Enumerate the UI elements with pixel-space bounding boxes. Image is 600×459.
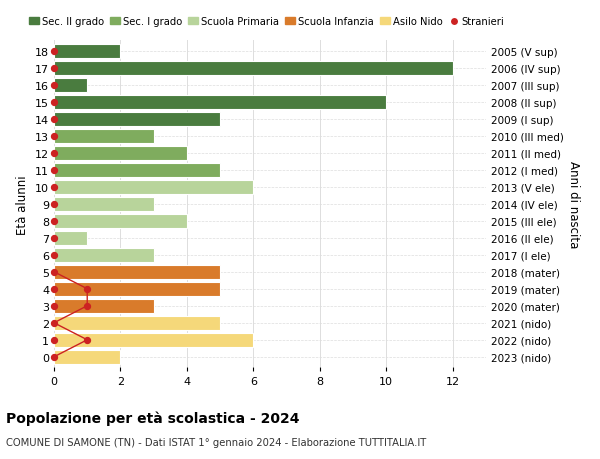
Bar <box>54 214 187 228</box>
Bar <box>54 45 121 58</box>
Bar <box>54 333 253 347</box>
Point <box>49 285 59 293</box>
Point <box>49 167 59 174</box>
Point <box>49 150 59 157</box>
Point <box>49 319 59 327</box>
Text: Popolazione per età scolastica - 2024: Popolazione per età scolastica - 2024 <box>6 411 299 425</box>
Point <box>49 336 59 344</box>
Point <box>82 336 92 344</box>
Bar <box>54 231 87 245</box>
Text: COMUNE DI SAMONE (TN) - Dati ISTAT 1° gennaio 2024 - Elaborazione TUTTITALIA.IT: COMUNE DI SAMONE (TN) - Dati ISTAT 1° ge… <box>6 437 426 447</box>
Bar <box>54 146 187 160</box>
Bar <box>54 163 220 177</box>
Point <box>82 302 92 310</box>
Point <box>49 82 59 89</box>
Point <box>49 353 59 361</box>
Bar <box>54 197 154 211</box>
Bar <box>54 62 453 75</box>
Bar <box>54 78 87 92</box>
Bar <box>54 282 220 296</box>
Legend: Sec. II grado, Sec. I grado, Scuola Primaria, Scuola Infanzia, Asilo Nido, Stran: Sec. II grado, Sec. I grado, Scuola Prim… <box>29 17 505 27</box>
Bar <box>54 95 386 109</box>
Point <box>49 133 59 140</box>
Point <box>49 99 59 106</box>
Bar <box>54 265 220 279</box>
Point <box>49 48 59 55</box>
Point <box>49 116 59 123</box>
Y-axis label: Anni di nascita: Anni di nascita <box>568 161 580 248</box>
Bar <box>54 180 253 194</box>
Point <box>49 65 59 72</box>
Bar <box>54 316 220 330</box>
Point <box>49 252 59 259</box>
Point <box>49 302 59 310</box>
Point <box>49 184 59 191</box>
Bar <box>54 129 154 143</box>
Bar <box>54 350 121 364</box>
Point <box>49 218 59 225</box>
Point <box>82 285 92 293</box>
Bar <box>54 299 154 313</box>
Point <box>49 201 59 208</box>
Bar <box>54 112 220 126</box>
Point <box>49 235 59 242</box>
Y-axis label: Età alunni: Età alunni <box>16 174 29 234</box>
Point <box>49 269 59 276</box>
Bar <box>54 248 154 262</box>
